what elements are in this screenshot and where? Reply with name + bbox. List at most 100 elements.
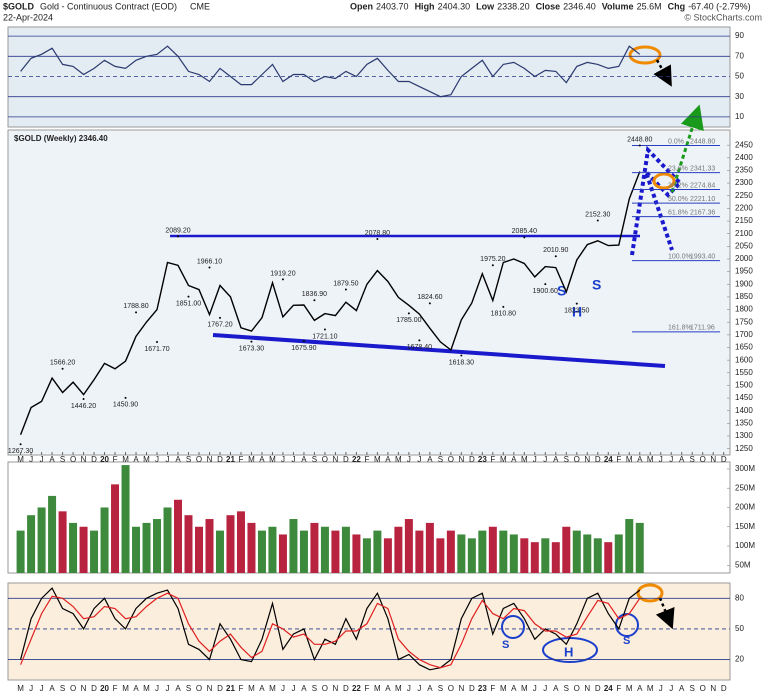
volume-bar — [257, 530, 266, 573]
x-tick-label: S — [186, 455, 191, 464]
fib-value: 1711.96 — [690, 325, 715, 332]
y-tick-label: 30 — [735, 92, 744, 101]
x-tick-label: A — [133, 455, 139, 464]
y-tick-label: 2350 — [735, 166, 753, 175]
x-tick-label: N — [458, 455, 464, 464]
x-tick-label: A — [427, 684, 433, 693]
x-tick-label: 23 — [478, 455, 487, 464]
x-tick-label: M — [269, 455, 276, 464]
pivot-point — [544, 283, 547, 286]
volume-bar — [425, 522, 434, 573]
volume-bar — [69, 522, 78, 573]
fib-label: 100.0% — [668, 254, 692, 261]
x-tick-label: N — [81, 684, 87, 693]
stat-label: Chg — [668, 1, 686, 11]
price-label: 1450.90 — [113, 402, 138, 409]
pivot-point — [323, 328, 326, 331]
x-tick-label: 24 — [604, 455, 613, 464]
x-tick-label: M — [500, 455, 507, 464]
fib-value: 2167.36 — [690, 210, 715, 217]
x-tick-label: A — [679, 684, 685, 693]
x-tick-label: M — [269, 684, 276, 693]
x-tick-label: J — [417, 455, 421, 464]
x-tick-label: 21 — [226, 684, 235, 693]
x-tick-label: O — [448, 455, 454, 464]
x-tick-label: N — [584, 684, 590, 693]
x-tick-label: J — [669, 684, 673, 693]
x-tick-label: F — [364, 455, 369, 464]
x-tick-label: A — [553, 684, 559, 693]
x-tick-label: J — [659, 684, 663, 693]
x-tick-label: J — [533, 684, 537, 693]
x-tick-label: O — [196, 455, 202, 464]
x-tick-label: S — [312, 455, 317, 464]
y-tick-label: 2100 — [735, 229, 753, 238]
watermark: © StockCharts.com — [684, 12, 762, 22]
x-tick-label: M — [17, 684, 24, 693]
pattern-label: S — [557, 283, 566, 299]
y-tick-label: 20 — [735, 655, 744, 664]
y-tick-label: 1650 — [735, 343, 753, 352]
volume-bar — [320, 526, 329, 573]
volume-bar — [467, 538, 476, 573]
stat-value: 25.6M — [637, 1, 662, 11]
x-tick-label: 20 — [100, 684, 109, 693]
y-tick-label: 2450 — [735, 140, 753, 149]
x-tick-label: M — [395, 684, 402, 693]
symbol: $GOLD — [3, 1, 35, 11]
fib-label: 38.2% — [668, 182, 688, 189]
volume-bar — [394, 526, 403, 573]
price-label: 1900.60 — [533, 288, 558, 295]
volume-bar — [604, 542, 613, 573]
fib-label: 0.0% — [668, 138, 684, 145]
volume-bar — [404, 519, 413, 573]
pivot-point — [554, 255, 557, 258]
y-tick-label: 2300 — [735, 178, 753, 187]
x-tick-label: N — [333, 455, 339, 464]
x-tick-label: J — [281, 455, 285, 464]
price-label: 1267.30 — [8, 448, 33, 455]
x-tick-label: D — [343, 455, 349, 464]
x-tick-label: F — [113, 455, 118, 464]
volume-bar — [562, 526, 571, 573]
x-tick-label: O — [196, 684, 202, 693]
x-tick-label: S — [438, 684, 443, 693]
x-tick-label: J — [155, 684, 159, 693]
y-tick-label: 1250 — [735, 444, 753, 453]
x-tick-label: M — [17, 455, 24, 464]
volume-bar — [614, 534, 623, 573]
stoch-pattern-label: H — [564, 644, 573, 659]
price-label: 2085.40 — [512, 228, 537, 235]
volume-bar — [226, 515, 235, 573]
volume-bar — [247, 522, 256, 573]
volume-bar — [236, 511, 245, 573]
x-tick-label: A — [427, 455, 433, 464]
pivot-point — [135, 311, 138, 314]
x-tick-label: S — [186, 684, 191, 693]
x-tick-label: J — [29, 455, 33, 464]
x-tick-label: S — [60, 455, 65, 464]
x-tick-label: A — [301, 684, 307, 693]
x-tick-label: S — [60, 684, 65, 693]
x-tick-label: O — [70, 455, 76, 464]
volume-bar — [352, 534, 361, 573]
x-tick-label: O — [574, 455, 580, 464]
pivot-point — [344, 288, 347, 291]
fib-label: 23.6% — [668, 166, 688, 173]
volume-bar — [58, 511, 67, 573]
x-tick-label: N — [333, 684, 339, 693]
fib-value: 2341.33 — [690, 166, 715, 173]
y-tick-label: 70 — [735, 51, 744, 60]
price-label: 2078.80 — [365, 230, 390, 237]
header: $GOLD Gold - Continuous Contract (EOD) C… — [3, 1, 762, 22]
x-tick-label: A — [553, 455, 559, 464]
x-tick-label: J — [40, 455, 44, 464]
pivot-point — [502, 305, 505, 308]
pivot-point — [177, 235, 180, 238]
x-tick-label: M — [122, 455, 129, 464]
pivot-point — [523, 236, 526, 239]
x-tick-label: A — [49, 455, 55, 464]
volume-bar — [499, 530, 508, 573]
x-tick-label: N — [207, 455, 213, 464]
price-label: 2448.80 — [627, 136, 652, 143]
